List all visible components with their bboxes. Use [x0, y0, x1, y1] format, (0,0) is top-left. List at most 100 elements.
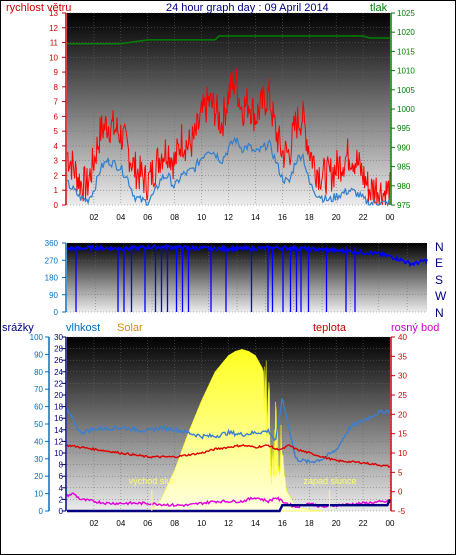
rain-tick-label: 4: [59, 484, 64, 493]
rain-axis-label: srážky: [2, 322, 34, 334]
direction-tick-label: 180: [45, 274, 59, 283]
pressure-line: [67, 35, 390, 45]
humidity-tick-label: 90: [34, 350, 43, 359]
average-wind-line: [66, 136, 391, 207]
humidity-tick-labels: 0 10 20 30 40 50 60 70 80 90 100: [30, 333, 49, 516]
wind-speed-tick-label: 1: [54, 186, 59, 195]
rain-tick-label: 0: [59, 507, 64, 516]
solar-axis-label: Solar: [117, 322, 143, 334]
pressure-tick-label: 975: [397, 201, 411, 210]
pressure-tick-labels: 975 980 985 990 995 1000 1005 1010 1015 1020 1025: [391, 9, 415, 210]
rain-tick-label: 26: [54, 356, 63, 365]
time-tick-label: 06: [143, 213, 152, 222]
time-tick-label: 08: [170, 213, 179, 222]
time-tick-label: 04: [116, 213, 125, 222]
pressure-tick-label: 1000: [397, 105, 415, 114]
compass-label: S: [435, 273, 443, 287]
wind-speed-tick-label: 4: [54, 142, 59, 151]
humidity-axis-label: vlhkost: [66, 322, 100, 334]
wind-speed-tick-label: 13: [49, 9, 58, 18]
rain-tick-label: 24: [54, 368, 63, 377]
direction-tick-labels: 0 90 180 270 360: [45, 239, 66, 317]
pressure-tick-label: 1025: [397, 9, 415, 18]
wind-speed-tick-label: 10: [49, 53, 58, 62]
wind-speed-tick-label: 3: [54, 157, 59, 166]
direction-plot-gridlines: [67, 242, 427, 313]
rainfall-line: [67, 498, 392, 513]
temperature-tick-label: 40: [398, 333, 407, 342]
humidity-tick-label: 70: [34, 385, 43, 394]
wind-speed-tick-label: 7: [54, 98, 59, 107]
pressure-tick-label: 1005: [397, 86, 415, 95]
humidity-tick-label: 0: [39, 507, 44, 516]
time-tick-label: 02: [89, 213, 98, 222]
humidity-tick-label: 10: [34, 490, 43, 499]
wind-speed-tick-label: 5: [54, 127, 59, 136]
rain-tick-label: 8: [59, 461, 64, 470]
sunset-label: západ slunce: [303, 476, 356, 486]
humidity-line: [66, 398, 391, 465]
temperature-line: [66, 444, 391, 468]
pressure-tick-label: 980: [397, 182, 411, 191]
direction-tick-label: 90: [49, 291, 58, 300]
wind-pressure-panel: rychlost větru 24 hour graph day : 09 Ap…: [6, 2, 415, 222]
compass-label: N: [435, 306, 444, 320]
temperature-tick-label: 0: [398, 488, 403, 497]
humidity-tick-label: 40: [34, 437, 43, 446]
wind-speed-line: [66, 68, 391, 206]
compass-label: N: [435, 240, 444, 254]
time-tick-label: 14: [251, 213, 260, 222]
time-tick-label: 10: [197, 213, 206, 222]
direction-tick-label: 0: [54, 308, 59, 317]
wind-speed-tick-label: 8: [54, 83, 59, 92]
wind-speed-tick-label: 12: [49, 24, 58, 33]
wind-speed-tick-label: 2: [54, 171, 59, 180]
pressure-tick-label: 1015: [397, 47, 415, 56]
temperature-tick-label: 15: [398, 430, 407, 439]
humidity-tick-label: 100: [30, 333, 44, 342]
pressure-tick-label: 1020: [397, 28, 415, 37]
rain-tick-label: 22: [54, 379, 63, 388]
time-tick-label: 22: [359, 213, 368, 222]
time-tick-label: 04: [116, 519, 125, 528]
wind-speed-tick-label: 6: [54, 112, 59, 121]
rain-tick-label: 16: [54, 414, 63, 423]
time-tick-label: 08: [170, 519, 179, 528]
time-tick-label: 18: [305, 519, 314, 528]
pressure-axis-label: tlak: [370, 2, 388, 14]
wind-plot-series: [66, 35, 391, 207]
time-tick-label: 00: [386, 213, 395, 222]
temperature-tick-label: 25: [398, 391, 407, 400]
temperature-axis-label: teplota: [313, 322, 347, 334]
rain-tick-label: 2: [59, 495, 64, 504]
graph-title: 24 hour graph day : 09 April 2014: [166, 2, 329, 14]
wind-speed-axis-label: rychlost větru: [6, 2, 71, 14]
rain-tick-label: 10: [54, 449, 63, 458]
direction-plot-series: [66, 243, 428, 312]
rain-tick-label: 30: [54, 333, 63, 342]
rain-tick-label: 28: [54, 345, 63, 354]
time-tick-label: 20: [332, 519, 341, 528]
time-tick-label: 16: [278, 213, 287, 222]
time-tick-label: 10: [197, 519, 206, 528]
temperature-tick-label: 5: [398, 468, 403, 477]
rain-tick-label: 12: [54, 437, 63, 446]
climate-panel: srážky vlhkost Solar teplota rosný bod v…: [2, 322, 439, 528]
humidity-tick-label: 30: [34, 455, 43, 464]
temperature-tick-label: 30: [398, 372, 407, 381]
direction-tick-label: 270: [45, 256, 59, 265]
wind-speed-tick-label: 0: [54, 201, 59, 210]
rain-tick-label: 20: [54, 391, 63, 400]
direction-tick-label: 360: [45, 239, 59, 248]
time-tick-label: 16: [278, 519, 287, 528]
humidity-tick-label: 50: [34, 420, 43, 429]
humidity-tick-label: 80: [34, 368, 43, 377]
time-tick-label: 20: [332, 213, 341, 222]
wind-direction-line: [66, 243, 428, 268]
compass-label: E: [435, 256, 443, 270]
time-tick-label: 18: [305, 213, 314, 222]
